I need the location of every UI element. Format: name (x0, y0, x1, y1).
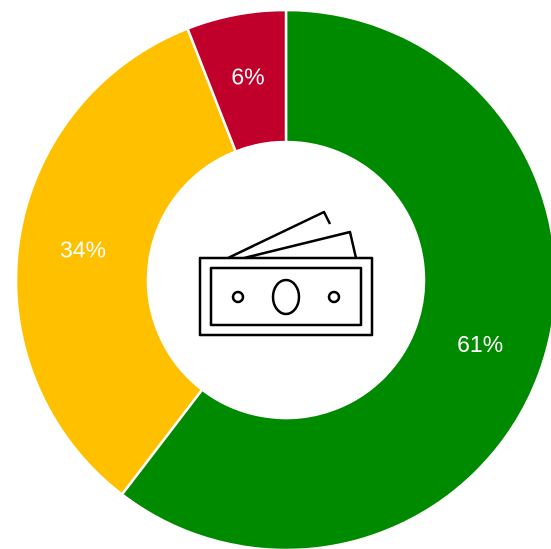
icon-bill (198, 256, 374, 337)
icon-dot (327, 290, 341, 304)
icon-bill-border (209, 266, 363, 327)
icon-dot (231, 290, 245, 304)
icon-middle-bill (243, 230, 358, 260)
slice (14, 26, 238, 497)
data-label: 34% (60, 236, 106, 262)
icon-back-bill (227, 210, 332, 260)
data-label: 61% (457, 331, 503, 357)
slice (120, 8, 551, 549)
money-icon (198, 210, 374, 337)
data-label: 6% (231, 64, 264, 90)
slice (185, 8, 288, 154)
icon-oval (271, 278, 301, 316)
slices (14, 8, 551, 549)
